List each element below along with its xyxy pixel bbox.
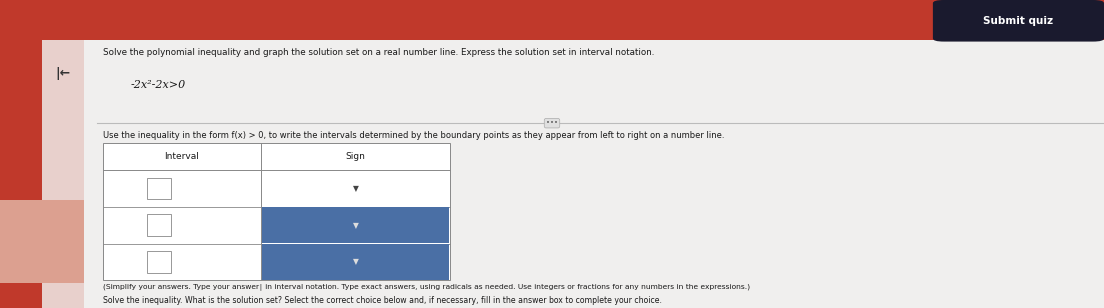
FancyBboxPatch shape bbox=[0, 200, 84, 283]
FancyBboxPatch shape bbox=[933, 0, 1104, 42]
Text: |←: |← bbox=[55, 67, 71, 80]
FancyBboxPatch shape bbox=[147, 178, 171, 199]
FancyBboxPatch shape bbox=[262, 244, 449, 280]
Text: ▼: ▼ bbox=[353, 221, 359, 229]
FancyBboxPatch shape bbox=[147, 214, 171, 236]
FancyBboxPatch shape bbox=[262, 207, 449, 243]
Text: (Simplify your answers. Type your answer∣ in interval notation. Type exact answe: (Simplify your answers. Type your answer… bbox=[103, 283, 750, 290]
Text: Interval: Interval bbox=[164, 152, 199, 161]
Text: ▼: ▼ bbox=[353, 257, 359, 266]
FancyBboxPatch shape bbox=[0, 40, 42, 308]
Text: Sign: Sign bbox=[346, 152, 365, 161]
Text: Use the inequality in the form f(x) > 0, to write the intervals determined by th: Use the inequality in the form f(x) > 0,… bbox=[103, 131, 724, 140]
FancyBboxPatch shape bbox=[147, 251, 171, 273]
Text: •••: ••• bbox=[546, 120, 558, 126]
Text: Submit quiz: Submit quiz bbox=[984, 16, 1053, 26]
Text: -2x²-2x>0: -2x²-2x>0 bbox=[130, 80, 185, 90]
Text: Solve the polynomial inequality and graph the solution set on a real number line: Solve the polynomial inequality and grap… bbox=[103, 48, 654, 57]
FancyBboxPatch shape bbox=[84, 40, 1104, 308]
Text: Solve the inequality. What is the solution set? Select the correct choice below : Solve the inequality. What is the soluti… bbox=[103, 296, 661, 305]
FancyBboxPatch shape bbox=[0, 0, 1104, 40]
FancyBboxPatch shape bbox=[42, 40, 84, 308]
FancyBboxPatch shape bbox=[103, 143, 450, 280]
Text: ▼: ▼ bbox=[353, 184, 359, 193]
